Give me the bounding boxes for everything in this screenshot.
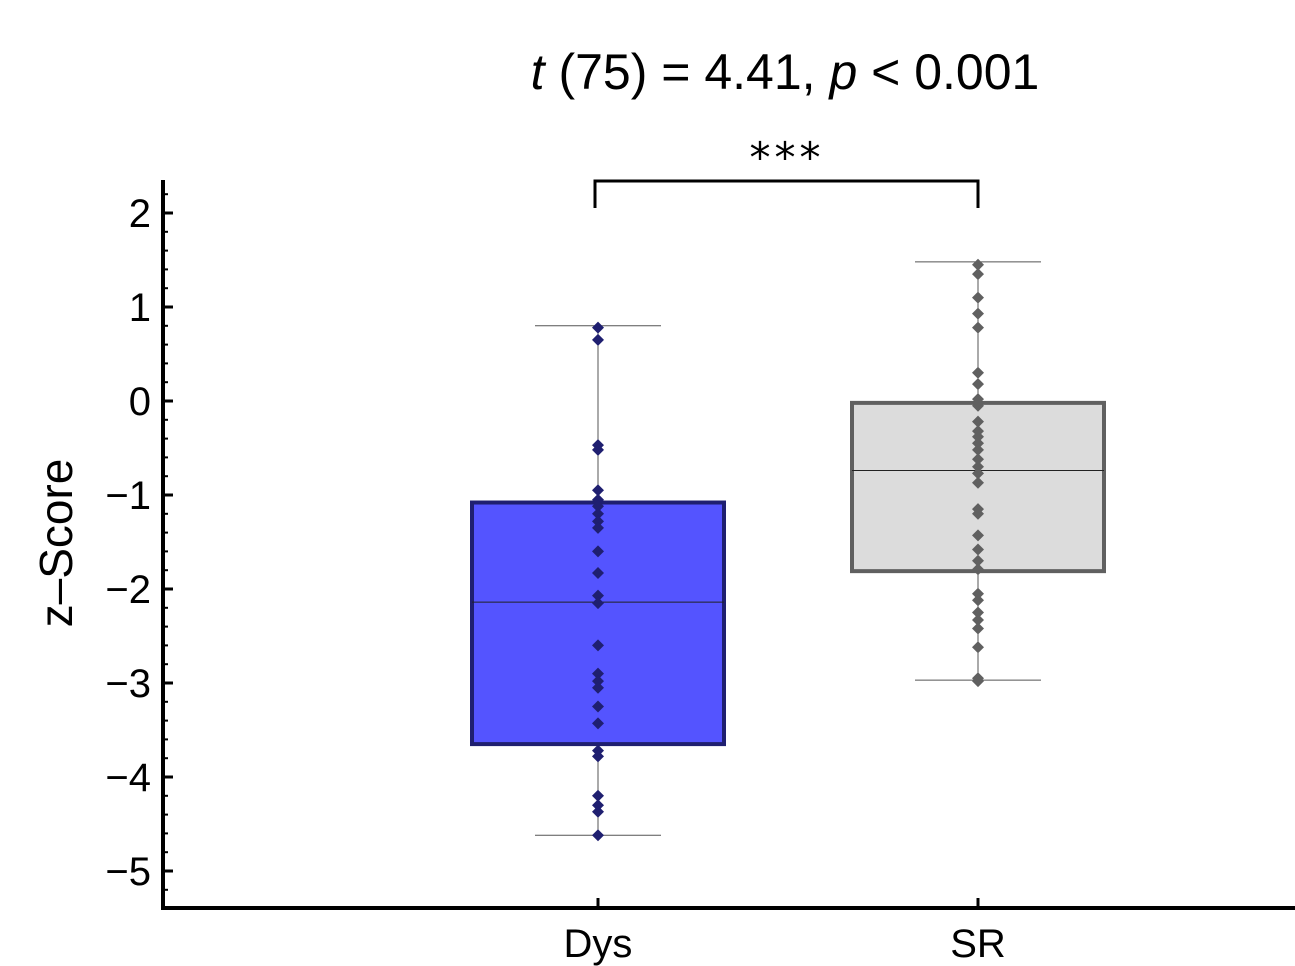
sr-data-point — [972, 378, 984, 391]
sr-data-point — [972, 467, 984, 480]
dys-data-point — [592, 493, 604, 506]
dys-data-point — [592, 700, 604, 713]
sr-data-point — [972, 587, 984, 600]
dys-data-point — [592, 484, 604, 497]
sr-data-point — [972, 437, 984, 450]
sr-data-point — [972, 268, 984, 281]
sr-data-point — [972, 443, 984, 456]
sr-data-point — [972, 543, 984, 556]
dys-data-point — [592, 507, 604, 520]
dys-data-point — [592, 500, 604, 513]
y-tick-label: 1 — [129, 286, 151, 330]
sr-data-point — [972, 563, 984, 576]
sr-data-point — [972, 641, 984, 654]
sr-data-point — [972, 307, 984, 320]
sr-data-point — [972, 622, 984, 635]
dys-data-point — [592, 829, 604, 842]
dys-data-point — [592, 567, 604, 580]
significance-bracket — [593, 179, 980, 208]
y-tick-label: −4 — [105, 756, 151, 800]
sr-data-point — [972, 606, 984, 619]
title-df-text: (75) = 4.41, — [545, 44, 830, 100]
dys-data-point — [592, 597, 604, 610]
sr-data-point — [972, 460, 984, 473]
y-tick-label: −3 — [105, 662, 151, 706]
title-p-text: < 0.001 — [857, 44, 1039, 100]
x-tick-label: SR — [950, 922, 1006, 966]
plot-area: 2 1 0 −1 −2 −3 −4 −5 Dys SR — [105, 180, 1295, 966]
dys-data-point — [592, 545, 604, 558]
chart-title: t (75) = 4.41, p < 0.001 — [531, 44, 1040, 100]
x-tick-label: Dys — [564, 922, 633, 966]
dys-data-point — [592, 717, 604, 730]
sr-data-point — [972, 399, 984, 412]
sr-data-point — [972, 614, 984, 627]
dys-data-point — [592, 667, 604, 680]
dys-data-point — [592, 443, 604, 456]
y-tick-label: −2 — [105, 568, 151, 612]
sr-data-point — [972, 366, 984, 379]
sr-data-point — [972, 321, 984, 334]
y-axis-label: z–Score — [30, 459, 82, 628]
dys-data-point — [592, 675, 604, 688]
dys-data-point — [592, 639, 604, 652]
dys-data-point — [592, 750, 604, 763]
sr-data-point — [972, 675, 984, 688]
sr-data-point — [972, 529, 984, 542]
y-tick-label: −1 — [105, 474, 151, 518]
sr-data-point — [972, 258, 984, 271]
sr-data-point — [972, 453, 984, 466]
y-tick-label: −5 — [105, 850, 151, 894]
sr-data-point — [972, 594, 984, 607]
dys-data-point — [592, 521, 604, 534]
dys-data-point — [592, 333, 604, 346]
sr-data-point — [972, 507, 984, 520]
dys-data-point — [592, 805, 604, 818]
y-tick-label: 2 — [129, 192, 151, 236]
title-t-symbol: t — [531, 44, 547, 100]
sr-data-point — [972, 393, 984, 406]
dys-data-point — [592, 789, 604, 802]
y-tick-label: 0 — [129, 380, 151, 424]
sr-data-point — [972, 291, 984, 304]
dys-data-point — [592, 321, 604, 334]
significance-label: *** — [750, 133, 825, 182]
dys-data-point — [592, 799, 604, 812]
dys-data-point — [592, 515, 604, 528]
sr-data-point — [972, 476, 984, 489]
title-p-symbol: p — [827, 44, 857, 100]
sr-data-point — [972, 430, 984, 443]
dys-data-point — [592, 589, 604, 602]
sr-data-point — [972, 415, 984, 428]
sr-data-point — [972, 554, 984, 567]
dys-data-point — [592, 681, 604, 694]
